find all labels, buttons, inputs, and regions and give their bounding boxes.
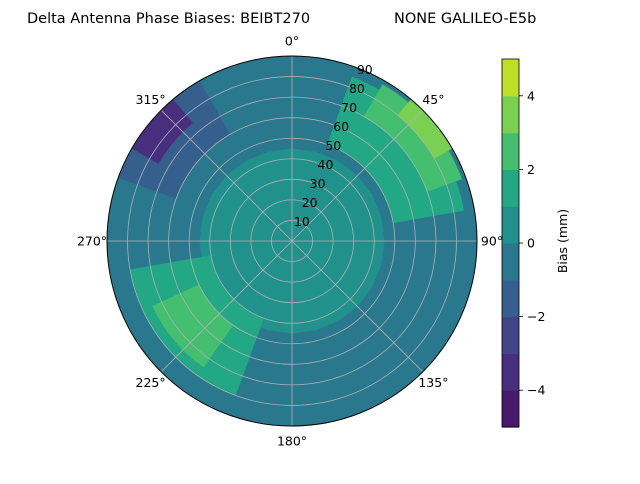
colorbar-segment — [502, 132, 519, 170]
bias-region-4 — [397, 99, 453, 159]
r-tick-label: 20 — [302, 195, 318, 210]
bias-region-8 — [131, 99, 193, 164]
chart-title-right: NONE GALILEO-E5b — [394, 11, 536, 27]
colorbar-segment — [502, 390, 519, 428]
colorbar-segment — [502, 95, 519, 134]
theta-tick-label: 135° — [418, 375, 448, 390]
theta-tick-label: 225° — [136, 375, 166, 390]
colorbar-segment — [502, 59, 519, 97]
theta-tick-label: 315° — [136, 92, 166, 107]
theta-tick-label: 180° — [277, 434, 307, 449]
r-tick-label: 30 — [310, 176, 326, 191]
colorbar-tick-label: 4 — [527, 88, 535, 103]
r-tick-label: 60 — [333, 119, 349, 134]
theta-tick-label: 270° — [77, 234, 107, 249]
colorbar-tick-label: 2 — [527, 162, 535, 177]
grid-spoke-45 — [291, 109, 424, 242]
r-tick-label: 10 — [294, 214, 310, 229]
colorbar-tick-label: 0 — [527, 236, 535, 251]
bias-region-6 — [152, 284, 233, 368]
r-tick-label: 70 — [341, 100, 357, 115]
r-tick-label: 50 — [325, 138, 341, 153]
r-tick-label: 40 — [318, 157, 334, 172]
theta-tick-label: 90° — [481, 234, 503, 249]
colorbar-segment — [502, 206, 519, 244]
colorbar-segment — [502, 353, 519, 391]
grid-spoke-135 — [291, 240, 424, 373]
grid-spoke-315 — [160, 109, 293, 242]
colorbar-segment — [502, 316, 519, 354]
polar-frame — [106, 55, 478, 427]
colorbar-segment — [502, 243, 519, 281]
theta-tick-label: 45° — [422, 92, 444, 107]
grid-spoke-225 — [160, 240, 293, 373]
colorbar-segment — [502, 279, 519, 318]
r-tick-label: 80 — [349, 81, 365, 96]
colorbar-label: Bias (mm) — [555, 209, 570, 273]
colorbar-tick-label: −2 — [527, 309, 545, 324]
polar-plot-area — [107, 56, 477, 426]
theta-tick-label: 0° — [285, 34, 299, 49]
colorbar: −4 −2 0 2 4 — [501, 58, 545, 428]
chart-title-left: Delta Antenna Phase Biases: BEIBT270 — [27, 11, 310, 27]
colorbar-segment — [502, 169, 519, 207]
colorbar-tick-label: −4 — [527, 383, 545, 398]
r-tick-label: 90 — [357, 62, 373, 77]
